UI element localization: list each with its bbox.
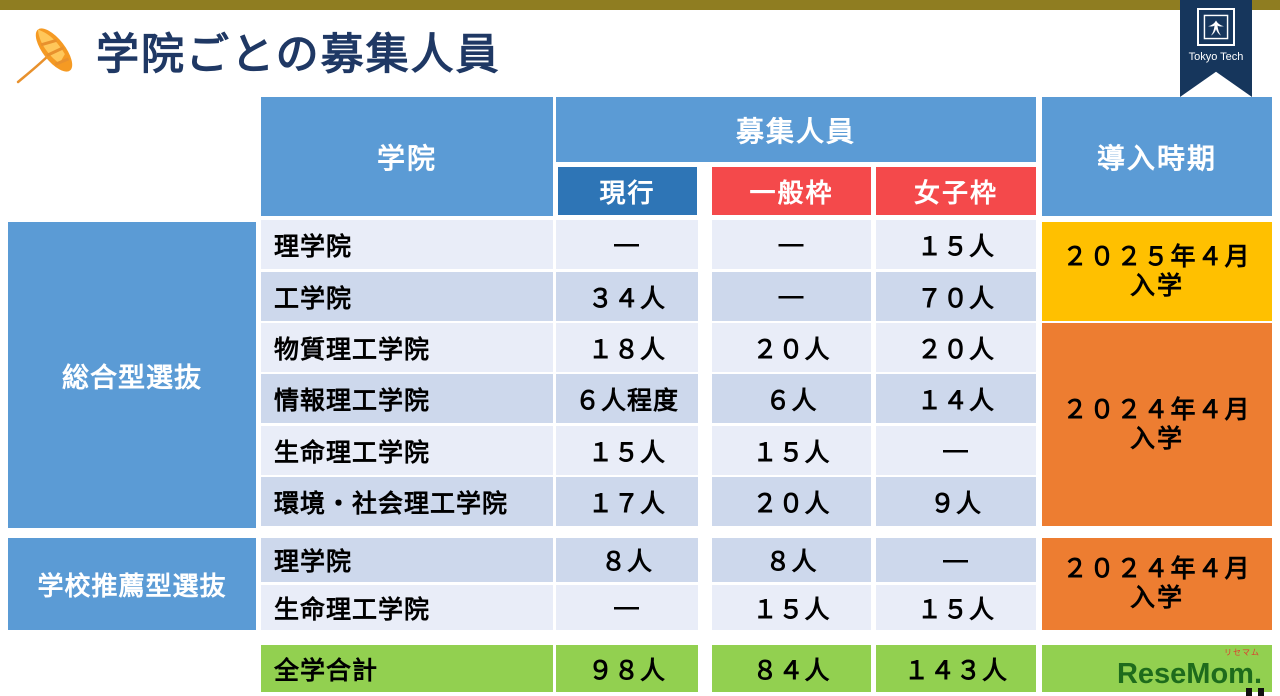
total-female: １４３人 [876, 645, 1036, 692]
school-name: 理学院 [261, 220, 553, 269]
swallow-logo-icon [1197, 8, 1235, 46]
value-female: ７０人 [876, 272, 1036, 321]
page-title: 学院ごとの募集人員 [96, 31, 501, 79]
header-timing: 導入時期 [1042, 97, 1272, 216]
value-female: １５人 [876, 220, 1036, 269]
timing-2024-april-comprehensive: ２０２４年４月 入学 [1042, 323, 1272, 526]
category-comprehensive-selection: 総合型選抜 [8, 222, 256, 528]
value-general: ６人 [712, 374, 871, 423]
total-timing-spacer: リセマム ReseMom. [1042, 645, 1272, 692]
school-name: 環境・社会理工学院 [261, 477, 553, 526]
school-name: 情報理工学院 [261, 374, 553, 423]
timing-line1: ２０２５年４月 [1062, 242, 1252, 271]
header-school: 学院 [261, 97, 553, 216]
timing-line2: 入学 [1129, 584, 1184, 612]
total-current: ９８人 [556, 645, 698, 692]
value-current: ３４人 [556, 272, 698, 321]
school-name: 工学院 [261, 272, 553, 321]
school-name: 生命理工学院 [261, 426, 553, 475]
total-label: 全学合計 [261, 645, 553, 692]
value-general: ２０人 [712, 323, 871, 372]
value-general: ― [712, 220, 871, 269]
value-female: ２０人 [876, 323, 1036, 372]
school-name: 生命理工学院 [261, 585, 553, 630]
school-name: 物質理工学院 [261, 323, 553, 372]
value-general: １５人 [712, 426, 871, 475]
value-current: ― [556, 585, 698, 630]
tokyo-tech-wordmark: Tokyo Tech [1188, 51, 1244, 63]
timing-2024-april-recommendation: ２０２４年４月 入学 [1042, 538, 1272, 630]
total-general: ８４人 [712, 645, 871, 692]
value-current: １７人 [556, 477, 698, 526]
timing-line1: ２０２４年４月 [1062, 395, 1252, 424]
watermark-furigana: リセマム [1224, 648, 1260, 657]
top-accent-bar [0, 0, 1280, 10]
header-general-quota: 一般枠 [712, 167, 871, 215]
cropped-mark [1246, 688, 1252, 696]
value-general: ８人 [712, 538, 871, 582]
timing-line1: ２０２４年４月 [1062, 555, 1252, 584]
value-current: ― [556, 220, 698, 269]
header-female-quota: 女子枠 [876, 167, 1036, 215]
cropped-mark [1258, 688, 1264, 696]
value-female: ― [876, 426, 1036, 475]
header-current: 現行 [558, 167, 697, 215]
value-current: ６人程度 [556, 374, 698, 423]
timing-line2: 入学 [1129, 424, 1184, 453]
timing-line2: 入学 [1129, 271, 1184, 300]
timing-2025-april: ２０２５年４月 入学 [1042, 222, 1272, 321]
feather-icon [16, 28, 73, 84]
value-general: ― [712, 272, 871, 321]
school-name: 理学院 [261, 538, 553, 582]
value-female: １５人 [876, 585, 1036, 630]
value-female: １４人 [876, 374, 1036, 423]
category-school-recommendation: 学校推薦型選抜 [8, 538, 256, 630]
value-female: ９人 [876, 477, 1036, 526]
value-general: ２０人 [712, 477, 871, 526]
header-recruit: 募集人員 [556, 97, 1036, 162]
resemom-watermark: ReseMom. [1116, 658, 1262, 690]
value-current: ８人 [556, 538, 698, 582]
value-female: ― [876, 538, 1036, 582]
value-current: １８人 [556, 323, 698, 372]
tokyo-tech-ribbon: Tokyo Tech [1180, 0, 1252, 97]
value-current: １５人 [556, 426, 698, 475]
value-general: １５人 [712, 585, 871, 630]
